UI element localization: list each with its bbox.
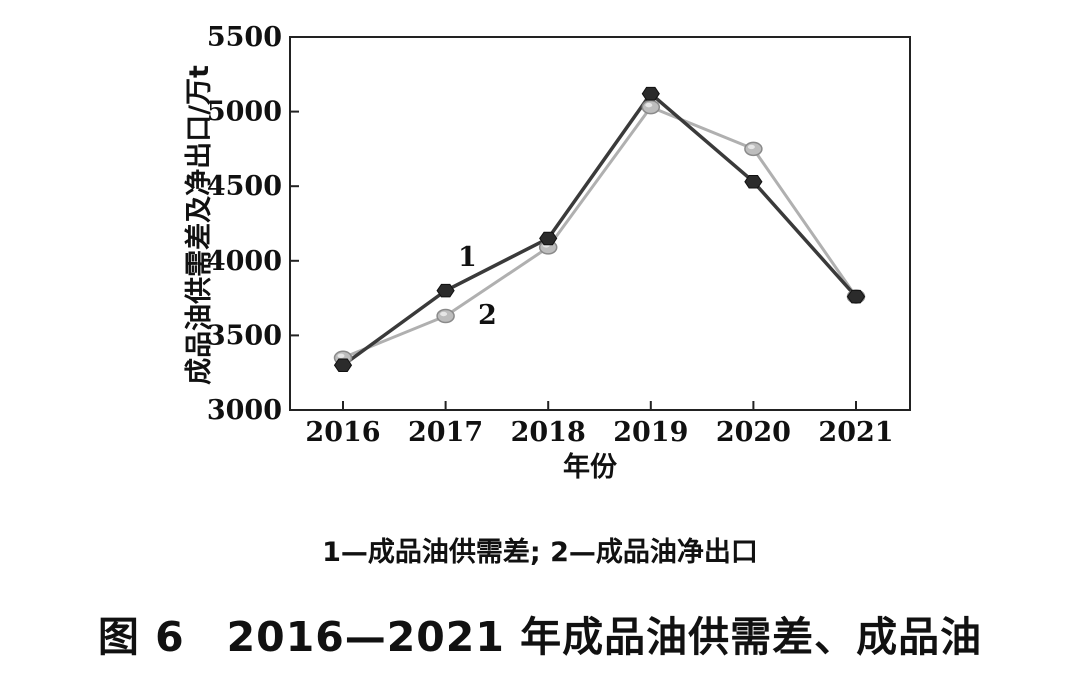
series-1-point bbox=[846, 289, 866, 304]
series-2-point-highlight bbox=[645, 102, 653, 108]
series-1-point bbox=[333, 358, 353, 372]
x-tick-label: 2021 bbox=[818, 417, 893, 448]
x-axis-title: 年份 bbox=[563, 451, 617, 483]
series-markers bbox=[333, 86, 866, 372]
x-tick-label: 2020 bbox=[716, 417, 791, 448]
series-2-point bbox=[436, 308, 455, 324]
series-1-point bbox=[744, 175, 763, 189]
legend: 1—成品油供需差; 2—成品油净出口 bbox=[322, 537, 758, 568]
series-2-line bbox=[342, 105, 858, 360]
y-tick-label: 4500 bbox=[207, 171, 282, 202]
series-2-label: 2 bbox=[478, 300, 497, 331]
series-1-label: 1 bbox=[458, 242, 477, 273]
series-2-point-highlight bbox=[747, 144, 755, 150]
x-tick-label: 2017 bbox=[408, 417, 483, 448]
x-tick-label: 2016 bbox=[305, 417, 380, 448]
plot-frame bbox=[289, 36, 911, 411]
series-2-point bbox=[641, 99, 661, 115]
x-tick-label: 2018 bbox=[511, 417, 586, 448]
x-tick-label: 2019 bbox=[613, 417, 688, 448]
y-axis: 3000 3500 4000 4500 5000 5500 bbox=[207, 22, 299, 426]
figure-caption: 图 6 2016—2021 年成品油供需差、成品油 bbox=[97, 613, 983, 661]
y-tick-label: 3000 bbox=[207, 395, 282, 426]
series-1-point bbox=[641, 86, 660, 101]
x-axis: 2016 2017 2018 2019 2020 2021 bbox=[305, 401, 894, 448]
y-axis-title: 成品油供需差及净出口/万t bbox=[183, 65, 215, 385]
series-2-point-highlight bbox=[337, 353, 345, 358]
y-tick-label: 3500 bbox=[207, 320, 282, 351]
series-1-point bbox=[539, 231, 558, 246]
series-1-point bbox=[436, 283, 455, 298]
y-tick-label: 5500 bbox=[207, 22, 282, 53]
y-tick-label: 5000 bbox=[207, 97, 282, 128]
series-1-line bbox=[341, 91, 858, 367]
y-tick-label: 4000 bbox=[207, 246, 282, 277]
series-lines bbox=[341, 91, 858, 367]
series-2-point-highlight bbox=[440, 311, 448, 317]
series-2-point bbox=[744, 141, 763, 157]
